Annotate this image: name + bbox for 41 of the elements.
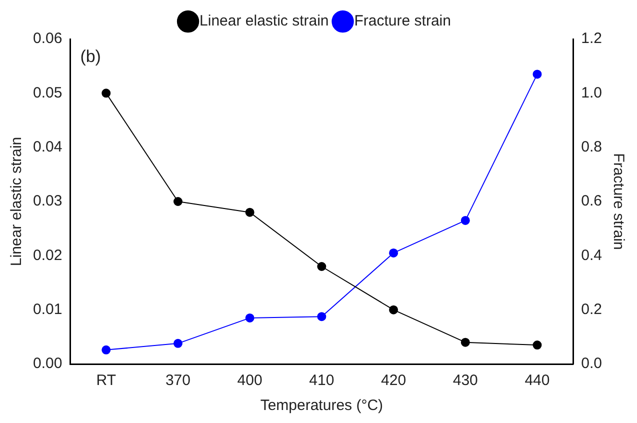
- point: [460, 338, 470, 347]
- y-tick-label: 0.02: [32, 246, 62, 264]
- point: [173, 197, 182, 206]
- legend-label: Fracture strain: [354, 12, 451, 30]
- y2-tick-label: 0.4: [581, 246, 602, 264]
- y-tick-label: 0.05: [32, 84, 62, 102]
- y2-axis-title: Fracture strain: [610, 153, 627, 250]
- point: [245, 208, 254, 217]
- point: [102, 345, 111, 354]
- point: [317, 262, 326, 271]
- y2-tick-label: 0.8: [581, 138, 602, 156]
- point: [389, 248, 398, 258]
- x-tick-label: RT: [96, 372, 116, 390]
- y-tick-label: 0.04: [32, 138, 62, 156]
- point: [173, 338, 182, 348]
- point: [102, 88, 111, 98]
- y-tick-label: 0.06: [32, 30, 62, 48]
- x-tick-label: 430: [452, 372, 478, 390]
- y2-tick-label: 0.0: [581, 355, 602, 372]
- point: [317, 312, 326, 322]
- y-tick-label: 0.01: [32, 300, 62, 318]
- point: [245, 313, 254, 322]
- annotation: (b): [80, 47, 101, 66]
- point: [389, 305, 398, 314]
- x-tick-label: 410: [309, 372, 334, 390]
- y-tick-label: 0.03: [32, 192, 62, 210]
- y2-tick-label: 0.6: [581, 192, 602, 210]
- point: [460, 216, 470, 225]
- point: [532, 340, 542, 350]
- x-tick-label: 370: [165, 372, 190, 390]
- x-tick-label: 440: [524, 372, 550, 390]
- x-tick-label: 400: [237, 372, 262, 390]
- y2-tick-label: 0.2: [581, 300, 602, 318]
- y2-tick-label: 1.2: [581, 30, 602, 48]
- y-axis-title: Linear elastic strain: [8, 136, 26, 266]
- legend-label: Linear elastic strain: [200, 12, 329, 30]
- point: [532, 70, 542, 79]
- y-tick-label: 0.00: [32, 355, 62, 372]
- y2-tick-label: 1.0: [581, 84, 602, 102]
- x-tick-label: 420: [381, 372, 406, 390]
- x-axis-title: Temperatures (°C): [260, 397, 384, 414]
